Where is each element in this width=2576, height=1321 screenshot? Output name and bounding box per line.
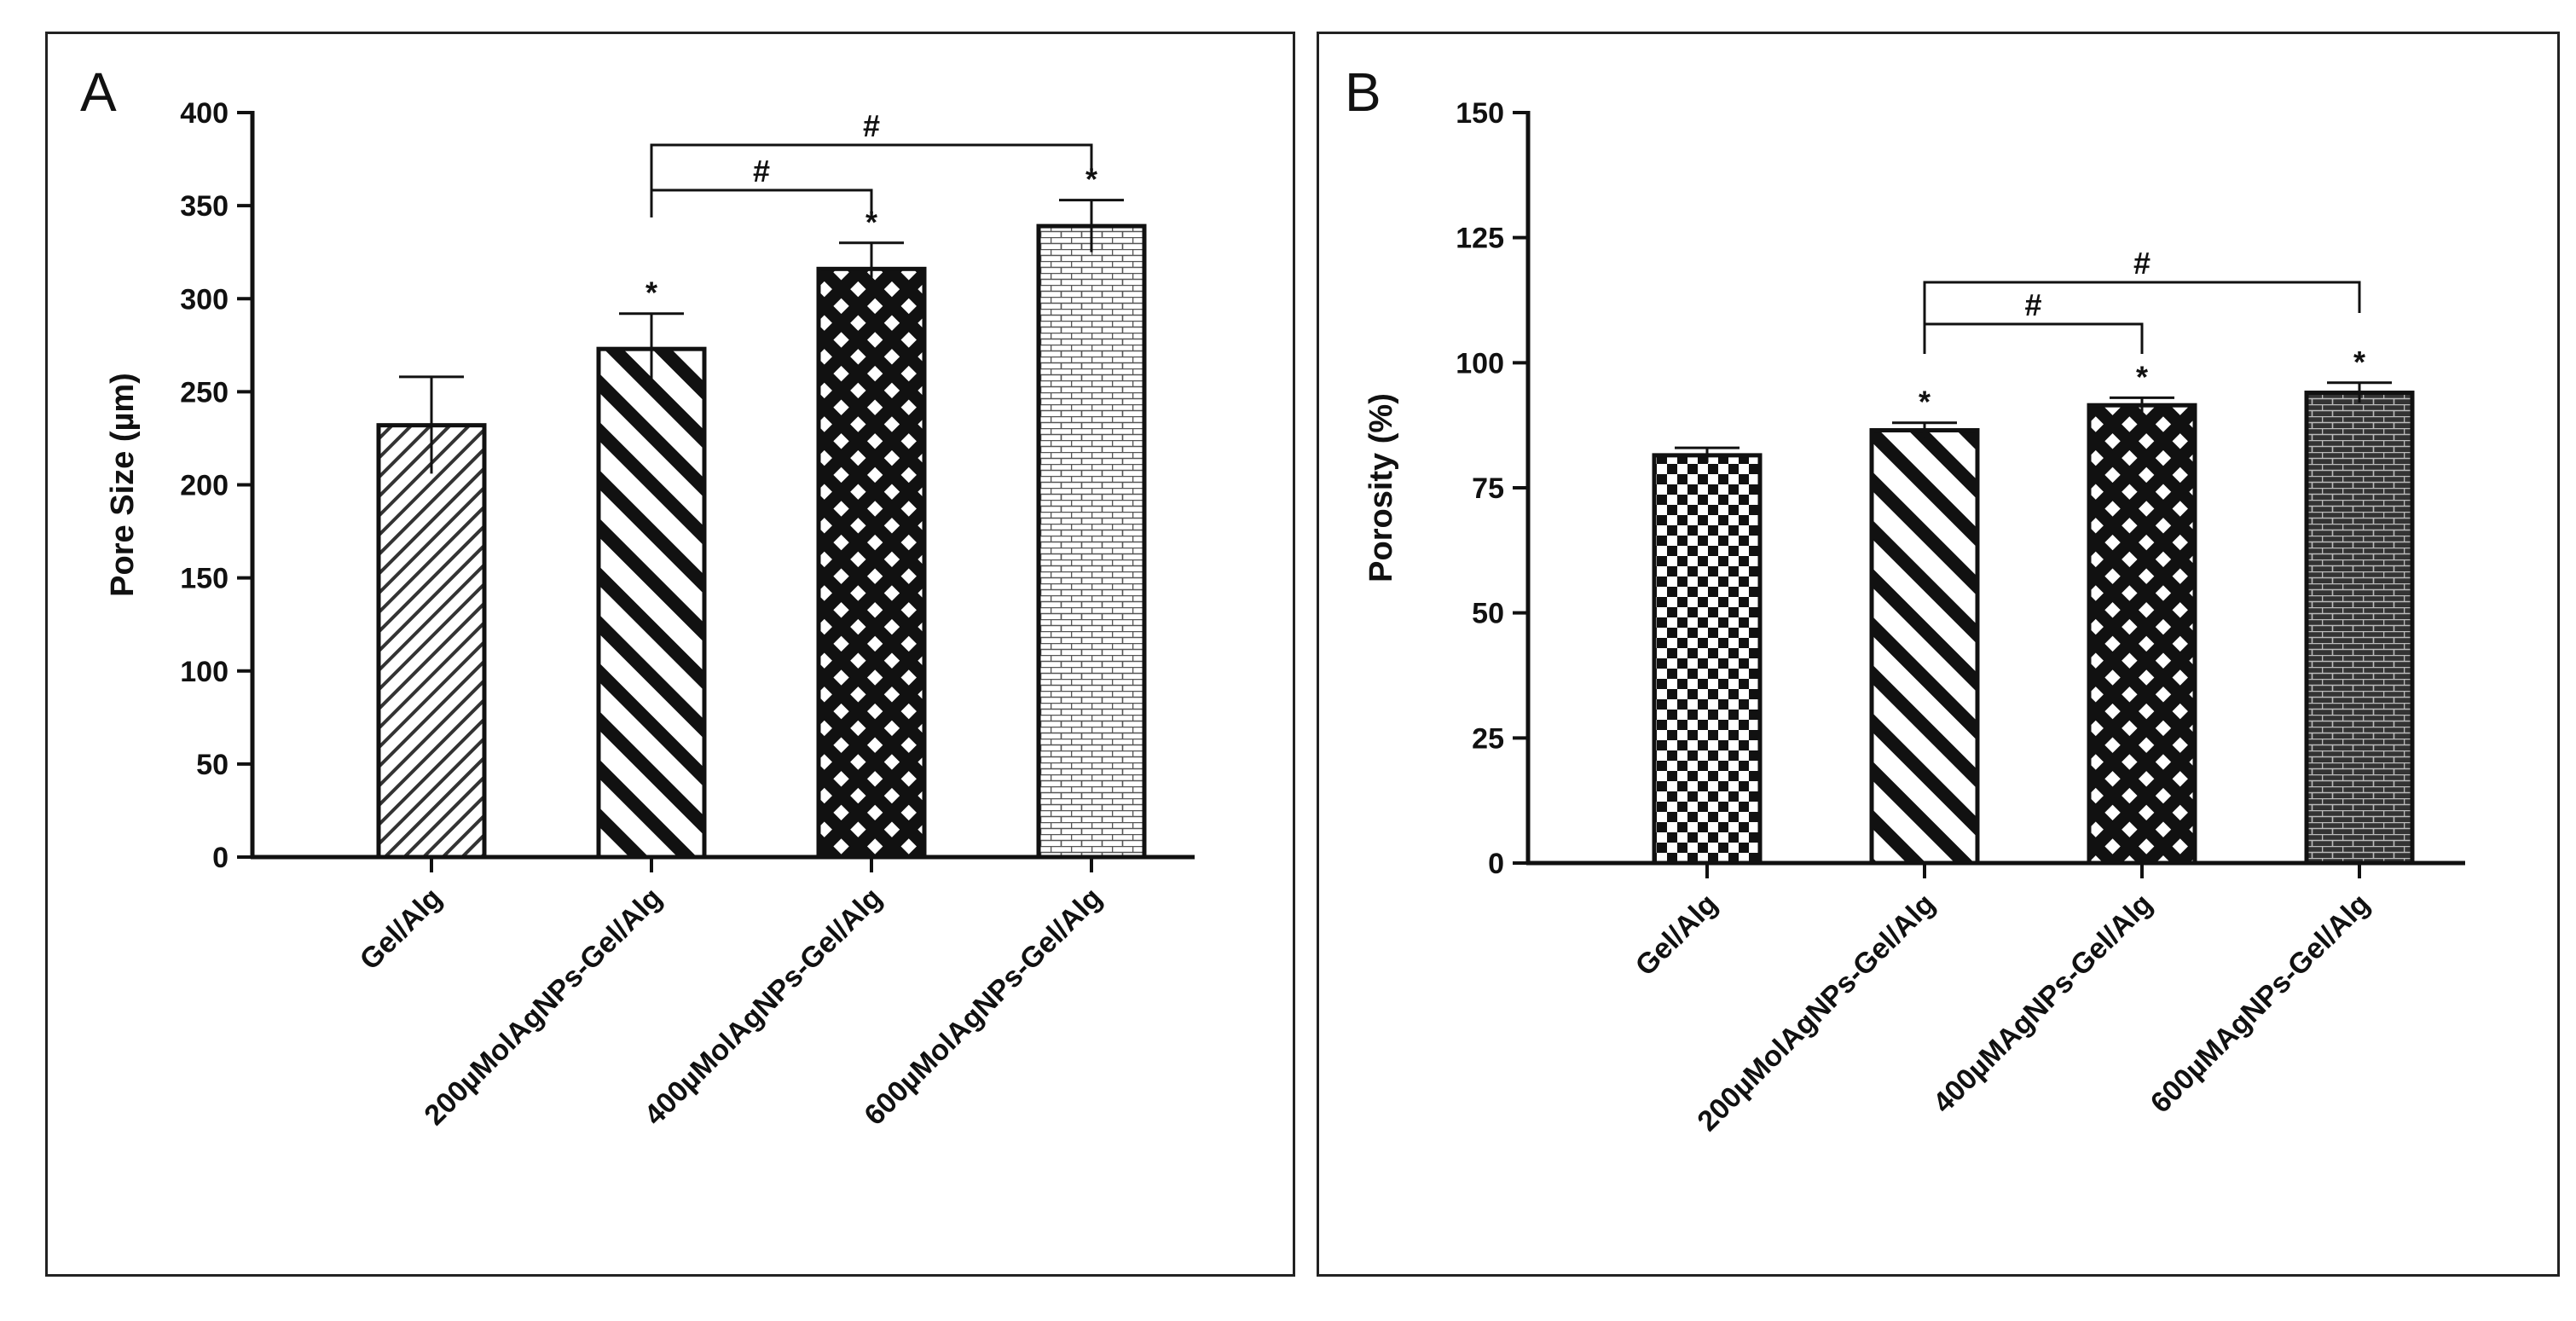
category-label: 600µMolAgNPs-Gel/Alg (858, 882, 1108, 1132)
panel-letter: B (1345, 61, 1381, 123)
y-tick-label: 100 (1456, 347, 1504, 379)
bar (376, 423, 487, 860)
bracket-label: # (2024, 287, 2041, 322)
y-tick-label: 250 (180, 376, 229, 408)
y-tick-label: 50 (196, 749, 229, 781)
y-tick-label: 300 (180, 283, 229, 316)
y-tick-label: 400 (180, 97, 229, 130)
bar (1036, 223, 1147, 860)
bar (2304, 391, 2415, 866)
y-tick-label: 150 (1456, 97, 1504, 130)
significance-bracket (1923, 322, 2144, 354)
y-axis-title: Porosity (%) (1363, 393, 1399, 582)
category-label: 200µMolAgNPs-Gel/Alg (418, 882, 668, 1132)
significance-bracket (650, 188, 873, 218)
y-tick-label: 350 (180, 190, 229, 223)
bar (816, 266, 927, 860)
y-axis-title: Pore Size (µm) (105, 373, 141, 597)
chart-b: B 0 25 50 75 100 125 150 Porosity (%) Gel/Alg * 200… (1345, 61, 2465, 1138)
y-tick-label: 125 (1456, 223, 1504, 255)
category-label: 400µMolAgNPs-Gel/Alg (638, 882, 888, 1132)
bar (1652, 453, 1763, 866)
panel-b: B 0 25 50 75 100 125 150 Porosity (%) Gel/Alg * 200… (1317, 32, 2560, 1277)
y-tick-label: 0 (212, 842, 229, 874)
chart-a: A 0 50 100 150 200 250 300 350 400 Pore Size (µm) G… (80, 61, 1195, 1132)
y-tick-label: 150 (180, 563, 229, 595)
significance-star: * (2353, 345, 2365, 379)
panel-letter: A (80, 61, 117, 123)
y-tick-label: 200 (180, 470, 229, 502)
bar (1869, 428, 1980, 866)
significance-bracket (1923, 281, 2361, 354)
significance-star: * (2136, 359, 2148, 394)
bracket-label: # (863, 108, 880, 143)
y-tick-label: 50 (1472, 598, 1504, 630)
significance-bracket (650, 143, 1093, 217)
category-label: Gel/Alg (354, 882, 449, 976)
significance-star: * (1919, 385, 1931, 420)
y-tick-label: 100 (180, 656, 229, 688)
bar (596, 346, 707, 860)
panel-a: A 0 50 100 150 200 250 300 350 400 Pore Size (µm) G… (45, 32, 1295, 1277)
y-tick-label: 25 (1472, 722, 1504, 755)
category-label: 400µMAgNPs-Gel/Alg (1927, 888, 2159, 1120)
category-label: 600µMAgNPs-Gel/Alg (2145, 888, 2376, 1120)
significance-star: * (645, 275, 657, 310)
y-tick-label: 75 (1472, 472, 1504, 505)
category-label: Gel/Alg (1630, 888, 1724, 982)
significance-star: * (1085, 162, 1097, 197)
bar (2087, 403, 2197, 866)
bracket-label: # (753, 154, 770, 188)
significance-star: * (865, 205, 877, 240)
y-tick-label: 0 (1488, 848, 1504, 880)
category-label: 200µMolAgNPs-Gel/Alg (1691, 888, 1941, 1138)
bracket-label: # (2133, 246, 2151, 281)
